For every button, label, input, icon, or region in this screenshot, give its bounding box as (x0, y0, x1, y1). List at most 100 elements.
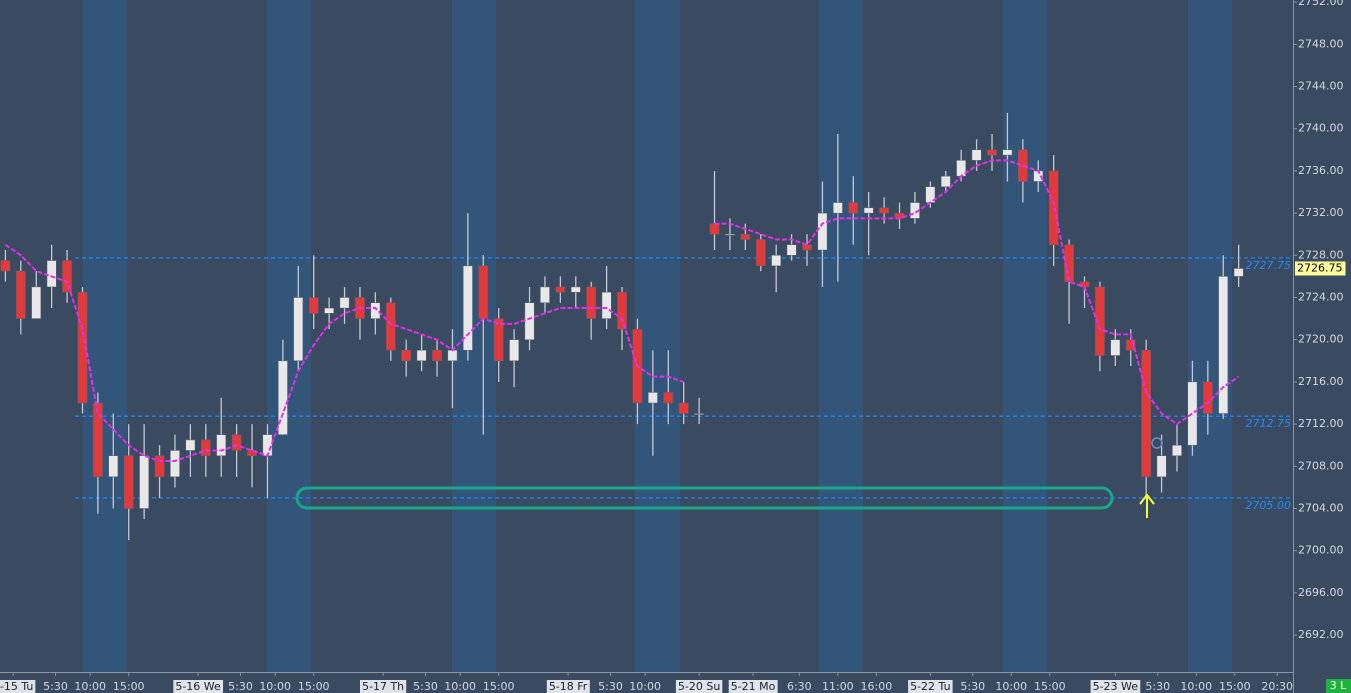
candle-body (62, 260, 72, 293)
x-tick-label: 15:00 (483, 680, 515, 693)
candle-body (447, 349, 458, 362)
session-band (1003, 0, 1047, 672)
y-tick-label: 2700.00 (1298, 544, 1344, 557)
annotation-arrow (1139, 493, 1155, 518)
x-tick-label: 10:00 (74, 680, 106, 693)
candle-body (940, 175, 951, 187)
y-tick-label: 2704.00 (1298, 501, 1344, 514)
candle-body (293, 297, 304, 362)
candle-body (832, 202, 843, 214)
x-tick-label: 10:00 (1180, 680, 1212, 693)
x-tick-label: 10:00 (995, 680, 1027, 693)
x-day-label-bg (675, 680, 723, 693)
y-tick-label: 2724.00 (1298, 290, 1344, 303)
candle-body (139, 455, 150, 509)
x-day-label: 5-20 Su (678, 680, 720, 693)
candles (0, 112, 1244, 541)
x-day-label-bg (360, 680, 407, 693)
candle-body (586, 286, 597, 319)
x-day-label: 5-17 Th (362, 680, 404, 693)
x-tick-label: 15:00 (1219, 680, 1251, 693)
candle-body (956, 160, 967, 177)
candle-body (863, 207, 874, 214)
session-band (452, 0, 496, 672)
x-tick-label: 15:00 (298, 680, 330, 693)
last-price-box (1295, 261, 1346, 276)
candle-body (432, 349, 442, 362)
candle-body (617, 291, 627, 330)
y-tick-label: 2748.00 (1298, 37, 1344, 50)
candle-body (170, 450, 180, 478)
average-line (4, 159, 1240, 462)
candle-body (987, 149, 997, 156)
x-day-label: 5-22 Tu (910, 680, 950, 693)
candle-body (154, 455, 165, 478)
candle-body (1218, 276, 1229, 414)
overlay (4, 159, 1240, 462)
candle-body (755, 239, 766, 267)
candle-body (879, 207, 889, 214)
x-tick-label: 6:30 (787, 680, 812, 693)
candle-body (1156, 455, 1167, 478)
candle-body (1202, 381, 1213, 414)
candle-body (848, 202, 859, 214)
x-day-label-bg (173, 680, 224, 693)
x-day-label-bg (0, 680, 36, 693)
y-tick-label: 2712.00 (1298, 417, 1344, 430)
candle-body (524, 302, 535, 340)
x-tick-label: 11:00 (822, 680, 854, 693)
level-label: 2712.75 (1246, 417, 1292, 430)
candle-body (971, 149, 982, 161)
candle-body (771, 255, 782, 267)
y-tick-label: 2752.00 (1298, 0, 1344, 8)
x-tick-label: 10:00 (444, 680, 476, 693)
candle-body (231, 434, 242, 451)
x-day-label-bg (728, 680, 778, 693)
x-tick-label: 5:30 (598, 680, 623, 693)
candle-body (1233, 268, 1244, 277)
candle-body (663, 392, 674, 404)
candle-body (740, 233, 751, 240)
x-tick-label: 5:30 (228, 680, 253, 693)
session-bands (83, 0, 1232, 672)
level-label: 2705.00 (1246, 499, 1292, 512)
x-tick-label: 15:00 (1034, 680, 1066, 693)
x-tick-label: 15:00 (113, 680, 145, 693)
candle-body (786, 244, 797, 256)
candle-body (540, 286, 550, 304)
candle-body (1002, 149, 1013, 156)
y-tick-label: 2692.00 (1298, 628, 1344, 641)
candle-body (709, 223, 720, 235)
candle-body (601, 291, 612, 319)
candle-body (370, 302, 381, 319)
session-band (819, 0, 863, 672)
candle-body (509, 339, 519, 362)
x-day-label: 5-18 Fr (549, 680, 588, 693)
y-tick-label: 2716.00 (1298, 375, 1344, 388)
candle-body (694, 413, 704, 415)
candle-body (555, 286, 566, 293)
candle-body (93, 402, 103, 478)
candle-body (802, 244, 812, 251)
candle-body (462, 265, 473, 351)
x-tick-label: 20:30 (1261, 680, 1293, 693)
candle-body (31, 286, 42, 319)
level-label: 2727.75 (1246, 259, 1292, 272)
candle-body (1172, 444, 1182, 456)
candle-body (200, 439, 211, 456)
y-tick-label: 2708.00 (1298, 459, 1344, 472)
y-tick-label: 2720.00 (1298, 333, 1344, 346)
candle-body (278, 360, 288, 435)
candle-body (1017, 149, 1028, 182)
candle-body (185, 439, 196, 451)
arrow-head (1139, 493, 1155, 505)
session-band (267, 0, 311, 672)
y-tick-label: 2744.00 (1298, 80, 1344, 93)
candle-body (0, 260, 11, 272)
candle-body (1064, 244, 1074, 282)
candle-body (678, 402, 689, 414)
x-tick-label: 5:30 (43, 680, 68, 693)
x-tick-label: 5:30 (1145, 680, 1170, 693)
annotation-ellipse (295, 486, 1114, 510)
